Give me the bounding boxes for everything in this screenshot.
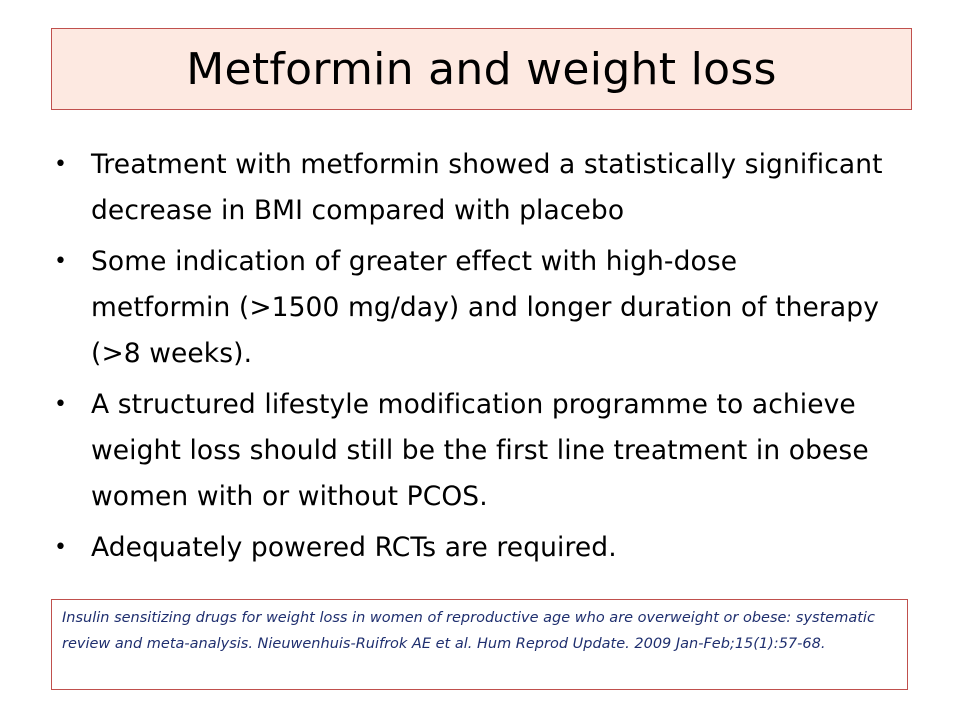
bullet-item: • Treatment with metformin showed a stat… <box>54 142 884 234</box>
title-box: Metformin and weight loss <box>51 28 912 110</box>
reference-box: Insulin sensitizing drugs for weight los… <box>51 599 908 690</box>
bullet-marker: • <box>54 249 68 274</box>
bullet-text: A structured lifestyle modification prog… <box>91 389 869 512</box>
slide-title: Metformin and weight loss <box>186 43 777 95</box>
bullet-text: Treatment with metformin showed a statis… <box>91 149 883 226</box>
bullet-marker: • <box>54 152 68 177</box>
bullet-marker: • <box>54 392 68 417</box>
bullet-item: • A structured lifestyle modification pr… <box>54 382 884 520</box>
reference-citation: Insulin sensitizing drugs for weight los… <box>62 610 875 652</box>
bullet-text: Some indication of greater effect with h… <box>91 246 879 369</box>
bullet-list: • Treatment with metformin showed a stat… <box>54 142 884 576</box>
bullet-text: Adequately powered RCTs are required. <box>91 532 617 563</box>
bullet-marker: • <box>54 535 68 560</box>
bullet-item: • Adequately powered RCTs are required. <box>54 525 884 571</box>
bullet-item: • Some indication of greater effect with… <box>54 239 884 377</box>
